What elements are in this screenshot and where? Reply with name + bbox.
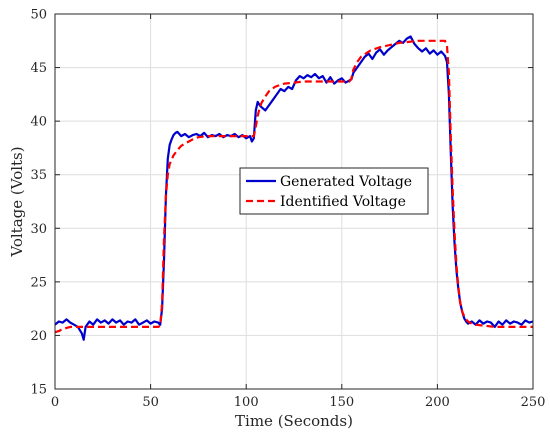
series-lines xyxy=(54,35,534,341)
y-tick-label: 45 xyxy=(30,61,47,76)
series-line-identified-voltage xyxy=(54,39,533,334)
x-tick-label: 0 xyxy=(51,395,59,410)
legend-box xyxy=(239,167,429,215)
y-tick-label: 20 xyxy=(30,329,47,344)
plot-frame xyxy=(54,13,534,390)
y-tick-label: 50 xyxy=(30,8,47,23)
y-tick-label: 25 xyxy=(30,275,47,290)
x-tick-label: 50 xyxy=(142,395,159,410)
y-tick-label: 40 xyxy=(30,115,47,130)
y-tick-label: 30 xyxy=(30,222,47,237)
x-tick-label: 200 xyxy=(425,395,450,410)
legend-label-identified: Identified Voltage xyxy=(280,194,406,210)
x-tick-label: 250 xyxy=(521,395,546,410)
legend: Generated Voltage Identified Voltage xyxy=(239,167,429,215)
y-axis-label: Voltage (Volts) xyxy=(8,146,26,257)
y-tick-label: 35 xyxy=(30,168,47,183)
legend-label-generated: Generated Voltage xyxy=(280,174,412,190)
x-tick-label: 150 xyxy=(329,395,354,410)
x-axis-label: Time (Seconds) xyxy=(235,412,353,430)
axis-ticks: 0 50 100 150 200 250 15 20 25 30 35 40 45 50 xyxy=(30,8,545,411)
y-tick-label: 15 xyxy=(30,383,47,398)
x-tick-label: 100 xyxy=(234,395,259,410)
series-line-generated-voltage xyxy=(54,35,534,341)
